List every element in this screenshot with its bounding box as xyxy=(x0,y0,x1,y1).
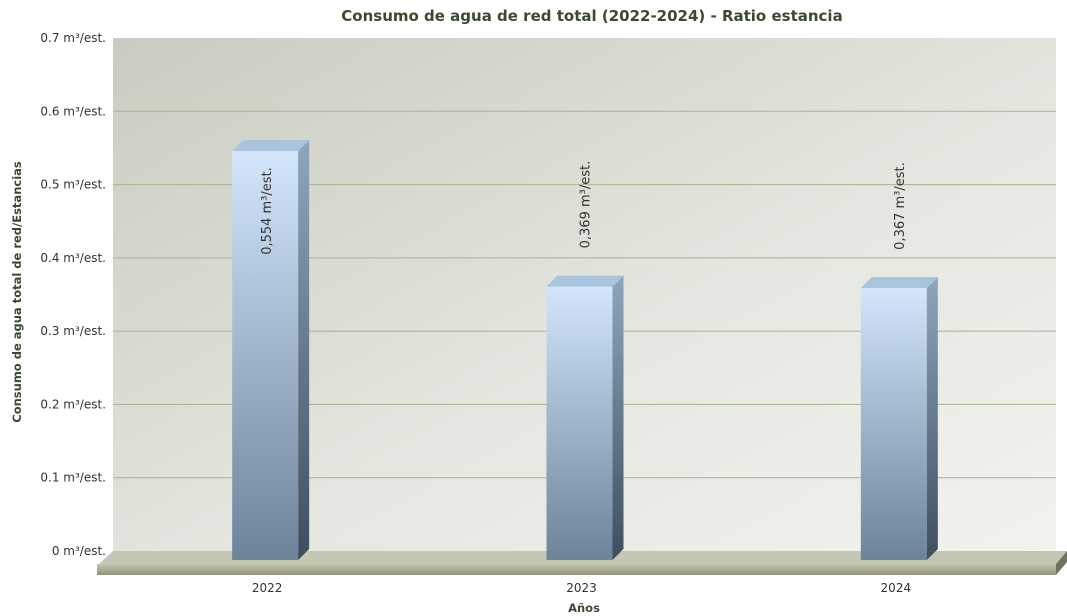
y-tick-label: 0.5 m³/est. xyxy=(40,178,106,192)
x-axis-label: Años xyxy=(568,601,600,615)
bar-2024 xyxy=(860,288,927,560)
y-axis-ticks: 0 m³/est. 0.1 m³/est. 0.2 m³/est. 0.3 m³/es… xyxy=(40,31,106,558)
x-tick-label: 2024 xyxy=(881,581,912,595)
bar-side-2023 xyxy=(612,275,624,560)
bar-top-2022 xyxy=(232,139,310,151)
data-label-2022: 0,554 m³/est. xyxy=(260,167,275,255)
bars: 0,554 m³/est. 0,369 m³/est. 0,367 m³/est. xyxy=(232,139,938,561)
x-axis-ticks: 2022 2023 2024 xyxy=(252,581,911,595)
bar-2022 xyxy=(232,150,299,561)
x-tick-label: 2022 xyxy=(252,581,283,595)
y-tick-label: 0.4 m³/est. xyxy=(40,251,106,265)
y-tick-label: 0.7 m³/est. xyxy=(40,31,106,45)
y-tick-label: 0.2 m³/est. xyxy=(40,397,106,411)
y-axis-label: Consumo de agua total de red/Estancias xyxy=(10,161,24,423)
floor-side xyxy=(1056,551,1067,575)
bar-side-2024 xyxy=(926,277,938,560)
data-label-2023: 0,369 m³/est. xyxy=(579,161,594,249)
y-tick-label: 0 m³/est. xyxy=(52,544,106,558)
y-tick-label: 0.6 m³/est. xyxy=(40,104,106,118)
x-tick-label: 2023 xyxy=(566,581,597,595)
y-tick-label: 0.3 m³/est. xyxy=(40,324,106,338)
bar-2023 xyxy=(546,286,613,560)
chart-title: Consumo de agua de red total (2022-2024)… xyxy=(341,7,842,25)
bar-top-2024 xyxy=(860,277,938,289)
data-label-2024: 0,367 m³/est. xyxy=(893,162,908,250)
floor-front xyxy=(97,564,1056,575)
bar-side-2022 xyxy=(298,139,310,561)
bar-top-2023 xyxy=(546,275,624,287)
y-tick-label: 0.1 m³/est. xyxy=(40,471,106,485)
